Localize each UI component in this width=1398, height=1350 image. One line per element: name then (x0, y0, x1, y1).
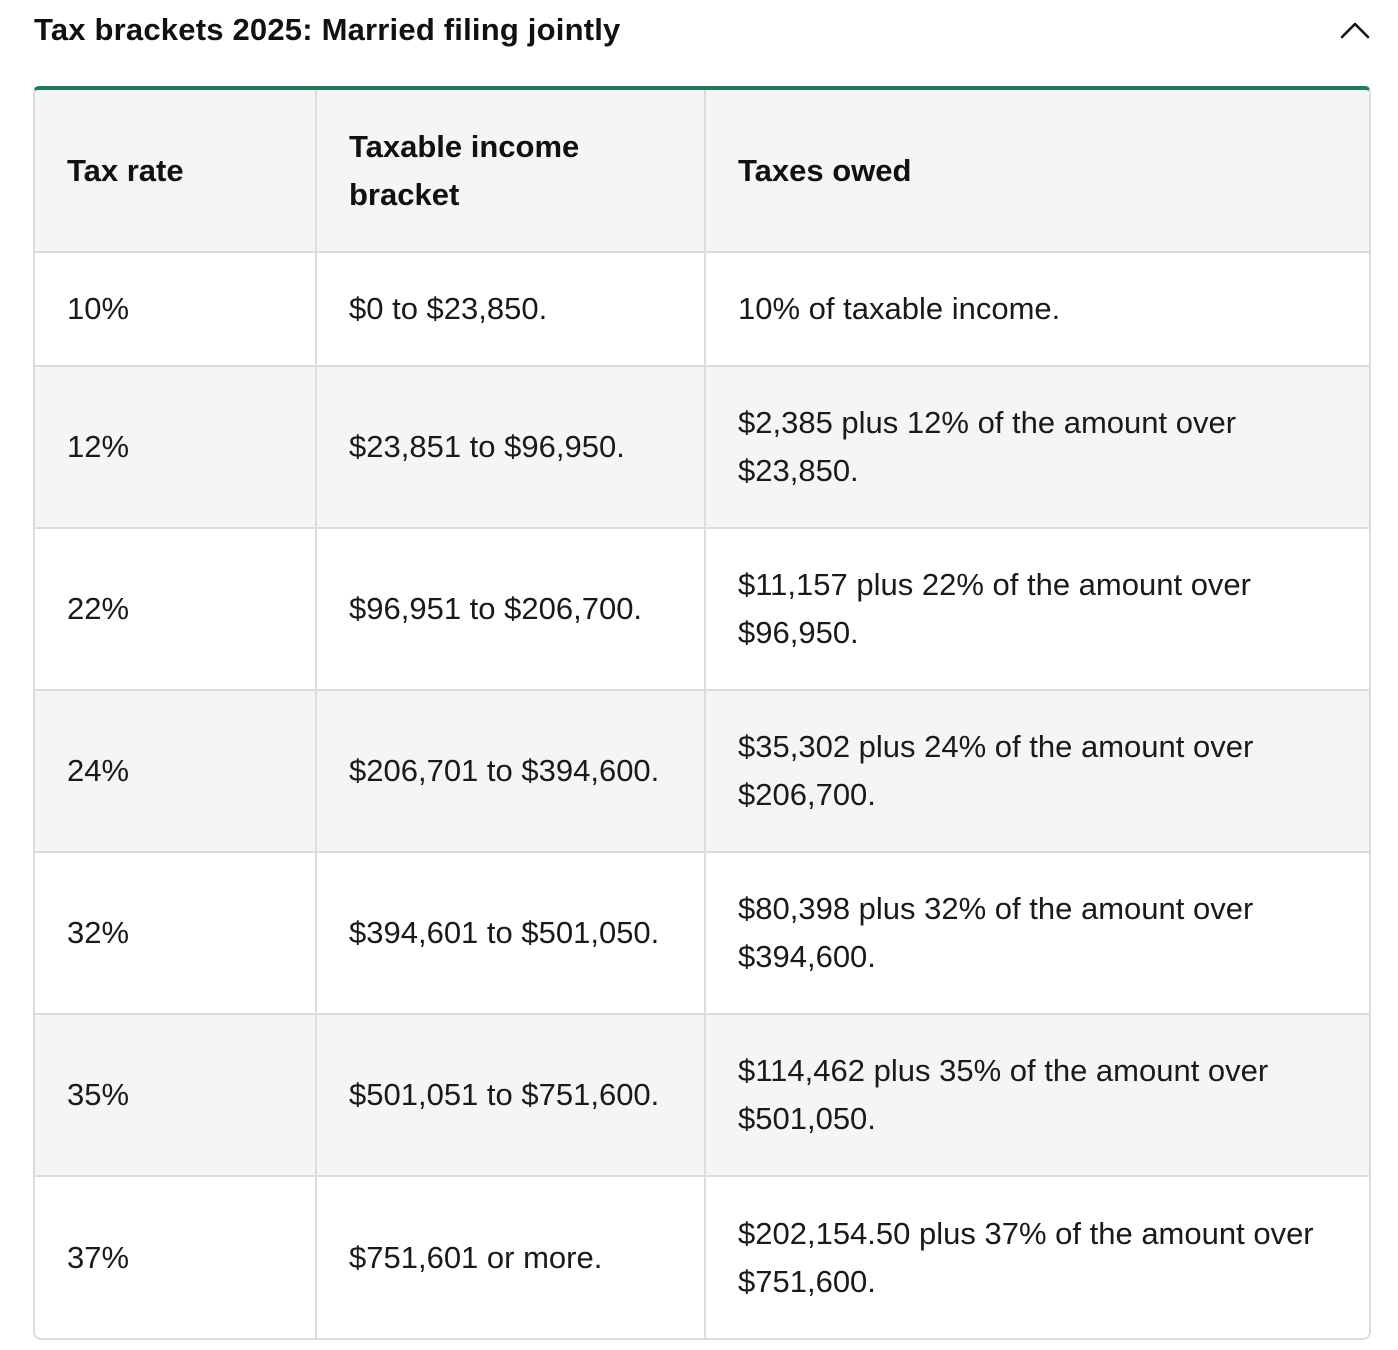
accordion-title: Tax brackets 2025: Married filing jointl… (34, 12, 621, 47)
cell-taxes-owed: 10% of taxable income. (705, 252, 1369, 367)
cell-tax-rate: 10% (35, 252, 317, 367)
cell-income-bracket: $394,601 to $501,050. (316, 852, 706, 1015)
table-row: 32% $394,601 to $501,050. $80,398 plus 3… (35, 852, 1369, 1015)
cell-income-bracket: $23,851 to $96,950. (316, 366, 706, 529)
table-row: 12% $23,851 to $96,950. $2,385 plus 12% … (35, 366, 1369, 529)
cell-taxes-owed: $80,398 plus 32% of the amount over $394… (705, 852, 1369, 1015)
chevron-up-icon[interactable] (1338, 13, 1372, 47)
table-row: 22% $96,951 to $206,700. $11,157 plus 22… (35, 528, 1369, 691)
cell-tax-rate: 24% (35, 690, 317, 853)
cell-taxes-owed: $11,157 plus 22% of the amount over $96,… (705, 528, 1369, 691)
table-header-row: Tax rate Taxable income bracket Taxes ow… (35, 90, 1369, 253)
cell-taxes-owed: $2,385 plus 12% of the amount over $23,8… (705, 366, 1369, 529)
cell-tax-rate: 37% (35, 1176, 317, 1338)
table-row: 37% $751,601 or more. $202,154.50 plus 3… (35, 1176, 1369, 1338)
header-tax-rate: Tax rate (35, 90, 317, 253)
cell-income-bracket: $206,701 to $394,600. (316, 690, 706, 853)
cell-tax-rate: 35% (35, 1014, 317, 1177)
table-row: 35% $501,051 to $751,600. $114,462 plus … (35, 1014, 1369, 1177)
cell-tax-rate: 32% (35, 852, 317, 1015)
cell-income-bracket: $501,051 to $751,600. (316, 1014, 706, 1177)
cell-income-bracket: $96,951 to $206,700. (316, 528, 706, 691)
table-row: 10% $0 to $23,850. 10% of taxable income… (35, 252, 1369, 367)
cell-income-bracket: $751,601 or more. (316, 1176, 706, 1338)
header-taxes-owed: Taxes owed (705, 90, 1369, 253)
header-taxable-income-bracket: Taxable income bracket (316, 90, 706, 253)
cell-tax-rate: 12% (35, 366, 317, 529)
tax-bracket-table: Tax rate Taxable income bracket Taxes ow… (33, 86, 1371, 1340)
cell-taxes-owed: $202,154.50 plus 37% of the amount over … (705, 1176, 1369, 1338)
cell-taxes-owed: $114,462 plus 35% of the amount over $50… (705, 1014, 1369, 1177)
table-row: 24% $206,701 to $394,600. $35,302 plus 2… (35, 690, 1369, 853)
cell-tax-rate: 22% (35, 528, 317, 691)
accordion-header[interactable]: Tax brackets 2025: Married filing jointl… (34, 0, 1372, 64)
cell-taxes-owed: $35,302 plus 24% of the amount over $206… (705, 690, 1369, 853)
cell-income-bracket: $0 to $23,850. (316, 252, 706, 367)
